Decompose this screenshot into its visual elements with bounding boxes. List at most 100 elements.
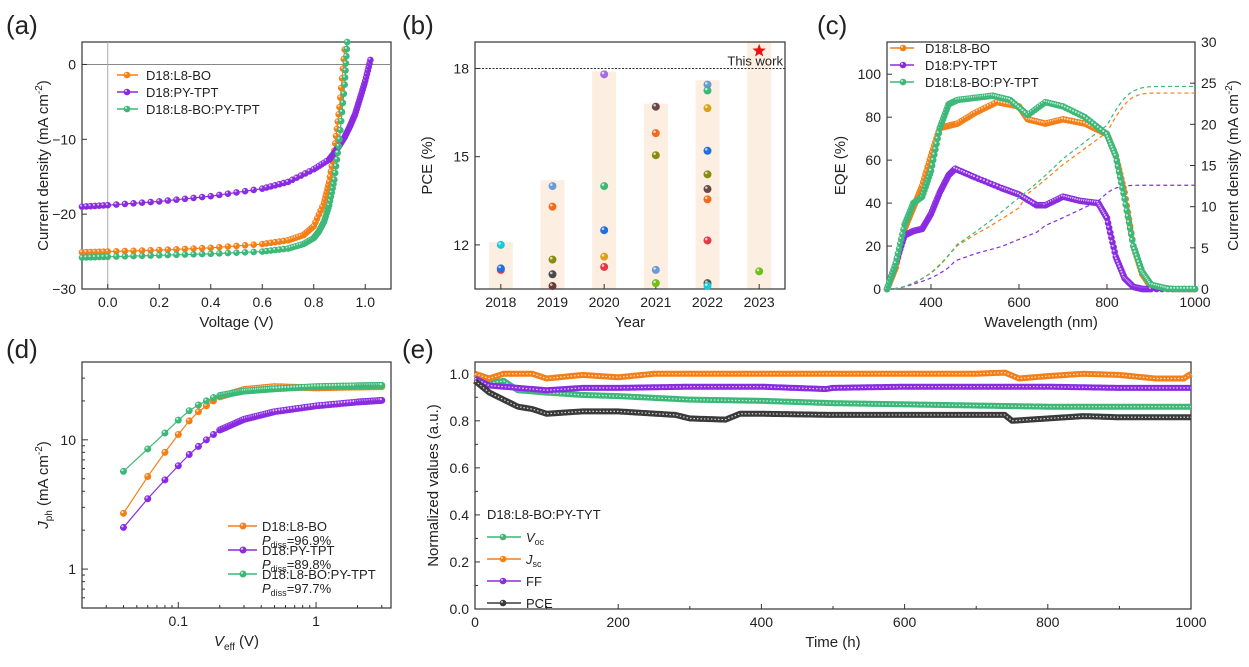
y-tick-label: 40 bbox=[865, 195, 881, 211]
data-point-highlight bbox=[101, 203, 104, 206]
y-tick-label: 10 bbox=[60, 432, 76, 448]
x-tick-label: 2020 bbox=[589, 294, 620, 310]
data-point bbox=[207, 250, 215, 258]
eqe-point-highlight bbox=[898, 241, 901, 244]
eqe-point-highlight bbox=[932, 152, 935, 155]
data-point bbox=[174, 430, 182, 438]
data-point-highlight bbox=[319, 384, 323, 387]
x-axis-label: Veff (V) bbox=[214, 633, 259, 653]
eqe-point-highlight bbox=[1021, 109, 1024, 112]
x-tick-label: 0.1 bbox=[169, 613, 189, 629]
data-point bbox=[119, 523, 127, 531]
eqe-point-highlight bbox=[1003, 101, 1006, 104]
eqe-point-highlight bbox=[1119, 180, 1122, 183]
eqe-point-highlight bbox=[1104, 215, 1108, 219]
data-point bbox=[378, 381, 386, 389]
pce-point-2022-highlight bbox=[705, 105, 708, 109]
x-tick-label: 2023 bbox=[744, 294, 775, 310]
data-point bbox=[161, 448, 169, 456]
eqe-point-highlight bbox=[897, 246, 900, 249]
data-point bbox=[194, 442, 202, 450]
data-point-highlight bbox=[337, 383, 340, 387]
eqe-point-highlight bbox=[1088, 119, 1091, 122]
data-point-highlight bbox=[277, 239, 280, 242]
legend-label: D18:L8-BO:PY-TPT bbox=[925, 75, 1039, 90]
pce-point-2021 bbox=[651, 151, 660, 160]
data-point-highlight bbox=[328, 169, 331, 172]
x-tick-label: 1000 bbox=[1175, 614, 1206, 630]
data-point bbox=[207, 244, 215, 252]
pce-point-2022-highlight bbox=[705, 186, 708, 189]
eqe-point-highlight bbox=[1125, 214, 1128, 217]
data-point-highlight bbox=[334, 157, 337, 160]
eqe-point-highlight bbox=[1019, 193, 1022, 196]
data-point-highlight bbox=[140, 248, 143, 251]
data-point-highlight bbox=[268, 240, 271, 243]
data-point-highlight bbox=[196, 409, 199, 412]
x-tick-label: 400 bbox=[919, 294, 943, 310]
pce-point-2020 bbox=[600, 262, 609, 271]
data-point-highlight bbox=[343, 68, 346, 71]
legend-marker-highlight bbox=[240, 571, 244, 574]
pce-point-2022 bbox=[703, 86, 712, 95]
data-point bbox=[119, 509, 127, 517]
this-work-annotation: This work bbox=[727, 53, 783, 68]
eqe-point-highlight bbox=[1126, 220, 1130, 223]
series-PCE bbox=[473, 378, 1192, 424]
data-point bbox=[341, 74, 349, 81]
data-point-highlight bbox=[313, 384, 317, 387]
series-band bbox=[473, 378, 1192, 424]
eqe-point-highlight bbox=[1118, 265, 1121, 268]
eqe-point-highlight bbox=[1119, 267, 1122, 271]
pce-point-2020 bbox=[600, 182, 609, 191]
data-point-highlight bbox=[349, 383, 352, 386]
panel-e-frame bbox=[474, 361, 1192, 610]
legend-marker bbox=[499, 533, 507, 541]
series-FF bbox=[473, 375, 1192, 394]
data-point-highlight bbox=[208, 251, 211, 254]
y-tick-label: 20 bbox=[865, 238, 881, 254]
data-point bbox=[342, 67, 349, 74]
pce-point-2019 bbox=[548, 255, 557, 264]
series-line bbox=[81, 49, 346, 253]
legend-marker-highlight bbox=[124, 89, 128, 92]
data-point-highlight bbox=[148, 199, 151, 202]
legend-marker bbox=[123, 71, 131, 79]
data-point bbox=[233, 249, 240, 256]
eqe-point-highlight bbox=[1032, 201, 1035, 204]
data-point-highlight bbox=[339, 118, 342, 121]
eqe-point-highlight bbox=[1107, 225, 1110, 228]
data-point-highlight bbox=[79, 250, 83, 253]
y-tick-label: 80 bbox=[865, 109, 881, 125]
series-D18:L8-BO:PY-TPT bbox=[78, 38, 351, 261]
y-tick-label: 1 bbox=[68, 561, 76, 577]
pce-point-2020 bbox=[600, 252, 609, 261]
data-point-highlight bbox=[368, 57, 371, 60]
pce-point-2019-highlight bbox=[550, 271, 553, 275]
panel-label-a: (a) bbox=[6, 10, 38, 40]
data-point-highlight bbox=[204, 437, 207, 440]
x-axis-label: Voltage (V) bbox=[199, 314, 273, 331]
data-point bbox=[161, 476, 169, 484]
y-tick-label: 0.0 bbox=[450, 601, 470, 617]
legend-marker-highlight bbox=[240, 547, 244, 550]
data-point-highlight bbox=[208, 245, 211, 248]
data-point bbox=[181, 245, 189, 253]
panel-d-frame bbox=[81, 361, 392, 609]
legend-marker-highlight bbox=[900, 45, 904, 48]
data-point-highlight bbox=[225, 191, 228, 194]
eqe-point-highlight bbox=[1108, 140, 1111, 143]
pce-point-2019-highlight bbox=[550, 283, 553, 286]
eqe-point-highlight bbox=[928, 168, 932, 171]
data-point-highlight bbox=[285, 179, 289, 182]
data-point-highlight bbox=[329, 164, 332, 167]
eqe-point-highlight bbox=[1113, 254, 1116, 257]
eqe-point-highlight bbox=[1066, 106, 1069, 110]
data-point-highlight bbox=[335, 119, 338, 122]
data-point-highlight bbox=[176, 417, 179, 421]
data-point bbox=[343, 45, 351, 53]
pce-point-2022-highlight bbox=[705, 196, 708, 200]
pce-point-2023 bbox=[755, 267, 764, 276]
eqe-point-highlight bbox=[1128, 226, 1131, 229]
eqe-point-highlight bbox=[955, 167, 958, 170]
